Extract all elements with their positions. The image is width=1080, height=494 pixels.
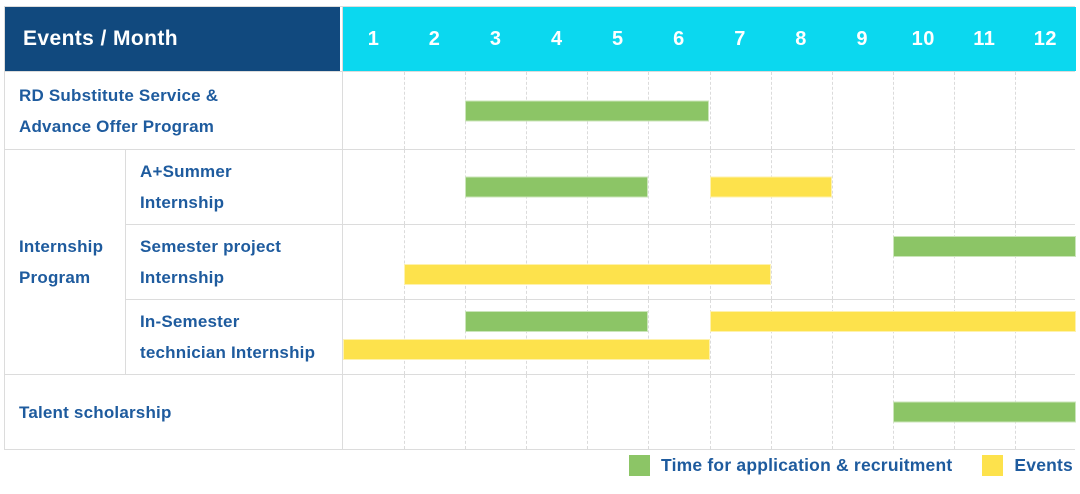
gantt-bar-yellow xyxy=(709,176,832,198)
month-gridline xyxy=(1014,150,1016,224)
gantt-bar-green xyxy=(892,236,1076,257)
month-gridline xyxy=(526,300,528,374)
row-grid-rd-substitute xyxy=(343,72,1076,149)
month-header-label: 8 xyxy=(795,27,807,50)
month-header-label: 11 xyxy=(973,27,996,50)
gantt-bar-green xyxy=(465,176,649,198)
gantt-bar-green xyxy=(892,401,1076,423)
row-grid-semester-project xyxy=(343,225,1076,299)
month-gridline xyxy=(831,225,833,299)
month-header-label: 2 xyxy=(428,27,441,50)
gantt-bar-yellow xyxy=(709,311,1076,332)
month-gridline xyxy=(404,72,406,149)
month-gridline xyxy=(709,375,711,449)
month-header-row: 1 2 3 4 5 6 7 8 9 10 11 12 xyxy=(343,7,1076,71)
row-label-in-semester-technician: In-Semester technician Internship xyxy=(126,300,342,374)
month-gridline xyxy=(709,72,711,149)
month-gridline xyxy=(587,225,589,299)
month-gridline xyxy=(770,375,772,449)
green-swatch-icon xyxy=(629,455,651,476)
header-title: Events / Month xyxy=(5,7,342,71)
month-header-label: 9 xyxy=(856,27,868,50)
yellow-swatch-icon xyxy=(982,455,1004,476)
month-gridline xyxy=(831,375,833,449)
month-gridline xyxy=(953,225,955,299)
month-gridline xyxy=(404,375,406,449)
month-header-label: 4 xyxy=(550,27,563,50)
row-grid-a-plus-summer xyxy=(343,150,1076,224)
month-gridline xyxy=(648,150,650,224)
month-gridline xyxy=(1014,300,1016,374)
month-gridline xyxy=(465,375,467,449)
month-gridline xyxy=(953,150,955,224)
month-header-label: 3 xyxy=(489,27,502,50)
month-gridline xyxy=(648,225,650,299)
gantt-bar-green xyxy=(465,311,649,332)
month-gridline xyxy=(404,300,406,374)
month-gridline xyxy=(1014,72,1016,149)
legend-item-application-recruitment: Time for application & recruitment xyxy=(629,455,952,476)
month-gridline xyxy=(770,72,772,149)
month-header-label: 1 xyxy=(367,27,380,50)
month-header-label: 6 xyxy=(673,27,685,50)
events-month-table: Events / Month 1 2 3 4 5 6 7 8 9 10 11 12 RD Substi… xyxy=(4,6,1076,450)
month-gridline xyxy=(404,225,406,299)
month-gridline xyxy=(831,300,833,374)
month-gridline xyxy=(648,375,650,449)
month-gridline xyxy=(892,150,894,224)
legend-label: Events xyxy=(1014,455,1073,475)
gantt-bar-yellow xyxy=(343,339,710,360)
row-label-rd-substitute: RD Substitute Service & Advance Offer Pr… xyxy=(5,72,342,149)
month-gridline xyxy=(465,300,467,374)
month-gridline xyxy=(953,300,955,374)
month-gridline xyxy=(892,225,894,299)
month-gridline xyxy=(526,375,528,449)
month-gridline xyxy=(831,150,833,224)
row-label-semester-project: Semester project Internship xyxy=(126,225,342,299)
month-gridline xyxy=(770,300,772,374)
month-header-label: 12 xyxy=(1033,27,1058,50)
legend-label: Time for application & recruitment xyxy=(661,455,953,475)
month-gridline xyxy=(770,225,772,299)
row-grid-in-semester-technician xyxy=(343,300,1076,374)
month-header-label: 10 xyxy=(911,27,935,50)
gantt-bar-yellow xyxy=(404,264,771,285)
month-gridline xyxy=(587,375,589,449)
month-gridline xyxy=(465,225,467,299)
row-label-talent-scholarship: Talent scholarship xyxy=(5,375,342,449)
legend: Time for application & recruitment Event… xyxy=(629,455,1073,476)
legend-item-events: Events xyxy=(982,455,1073,476)
row-label-a-plus-summer: A+Summer Internship xyxy=(126,150,342,224)
month-gridline xyxy=(404,150,406,224)
month-gridline xyxy=(709,225,711,299)
month-gridline xyxy=(1014,225,1016,299)
month-header-label: 7 xyxy=(734,27,746,50)
month-gridline xyxy=(892,72,894,149)
month-gridline xyxy=(587,300,589,374)
month-gridline xyxy=(648,300,650,374)
month-gridline xyxy=(831,72,833,149)
gantt-bar-green xyxy=(465,100,710,121)
month-gridline xyxy=(526,225,528,299)
month-gridline xyxy=(709,300,711,374)
month-header-label: 5 xyxy=(612,27,624,50)
month-gridline xyxy=(953,72,955,149)
month-gridline xyxy=(892,300,894,374)
row-grid-talent-scholarship xyxy=(343,375,1076,449)
group-label-internship-program: Internship Program xyxy=(5,150,125,374)
